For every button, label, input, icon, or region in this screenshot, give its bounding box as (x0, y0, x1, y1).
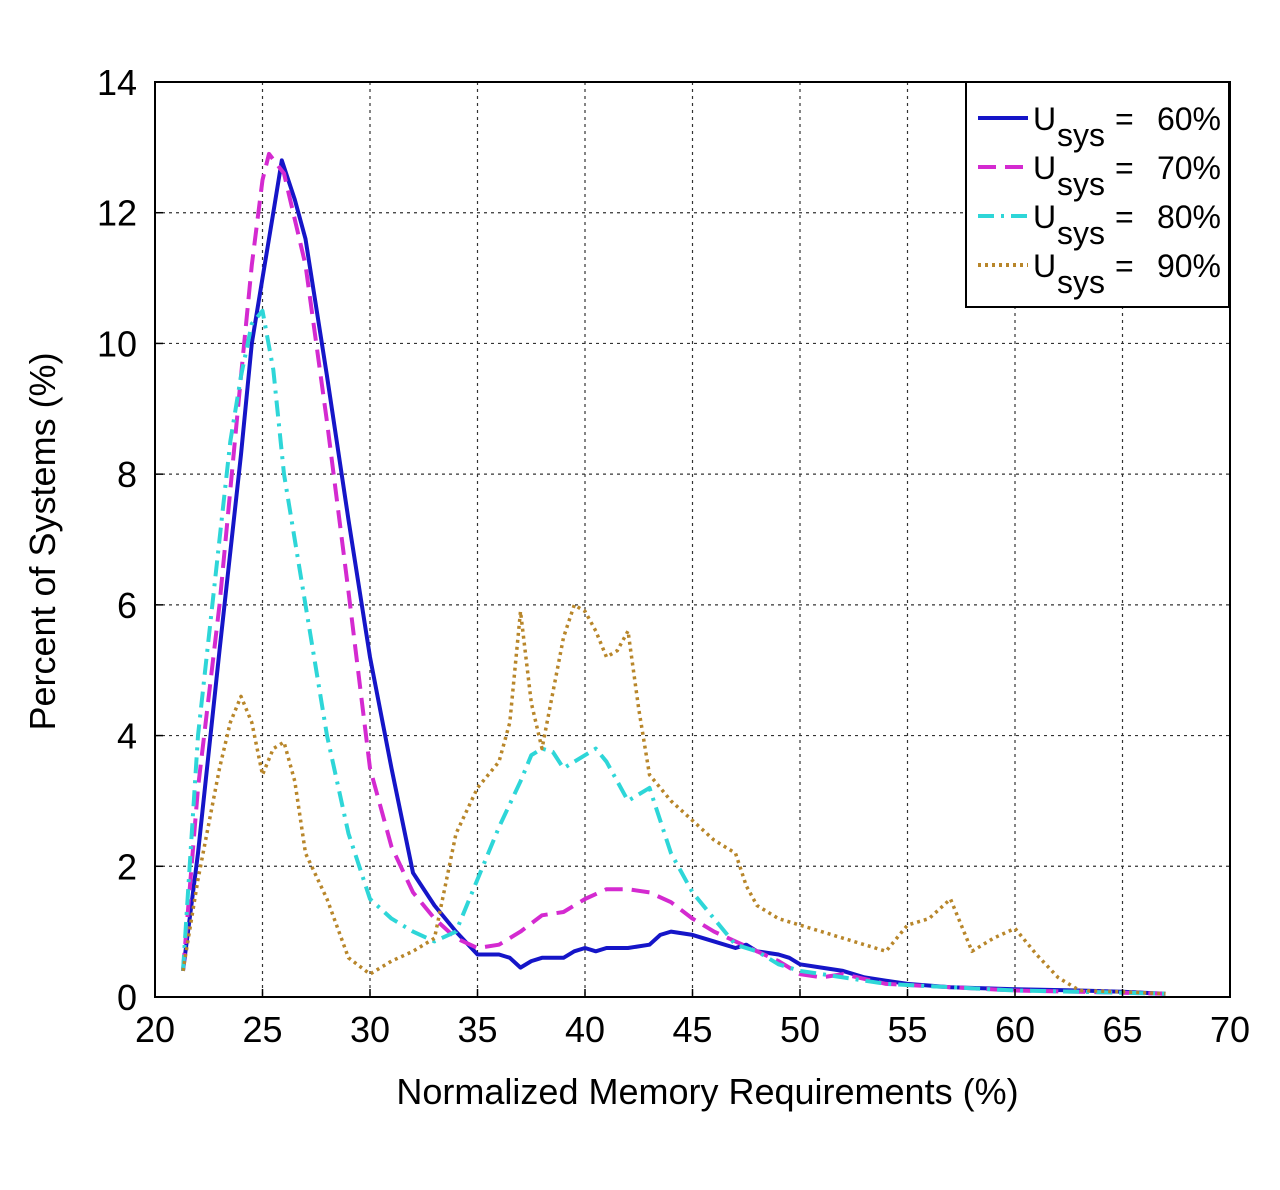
legend-series-name: 70% (1157, 150, 1221, 186)
series-line-3 (183, 605, 1166, 994)
y-tick-label: 4 (117, 716, 137, 757)
legend-subscript: sys (1057, 215, 1105, 251)
x-tick-label: 55 (887, 1009, 927, 1050)
x-axis-label: Normalized Memory Requirements (%) (396, 1071, 1018, 1112)
legend-series-name: 80% (1157, 199, 1221, 235)
series-line-2 (183, 311, 1166, 994)
x-tick-label: 45 (672, 1009, 712, 1050)
legend-equals: = (1115, 248, 1134, 284)
legend-equals: = (1115, 150, 1134, 186)
legend-series-name: 60% (1157, 101, 1221, 137)
x-tick-label: 25 (242, 1009, 282, 1050)
legend-equals: = (1115, 101, 1134, 137)
y-axis-label: Percent of Systems (%) (22, 352, 63, 730)
x-tick-label: 20 (135, 1009, 175, 1050)
x-tick-label: 60 (995, 1009, 1035, 1050)
y-tick-label: 8 (117, 454, 137, 495)
y-tick-label: 2 (117, 846, 137, 887)
x-tick-label: 70 (1210, 1009, 1250, 1050)
x-tick-label: 35 (457, 1009, 497, 1050)
y-tick-label: 10 (97, 323, 137, 364)
legend-symbol: U (1033, 248, 1056, 284)
legend-series-name: 90% (1157, 248, 1221, 284)
x-tick-label: 40 (565, 1009, 605, 1050)
legend-equals: = (1115, 199, 1134, 235)
y-tick-label: 0 (117, 977, 137, 1018)
legend-subscript: sys (1057, 117, 1105, 153)
legend-subscript: sys (1057, 264, 1105, 300)
legend-subscript: sys (1057, 166, 1105, 202)
x-tick-label: 50 (780, 1009, 820, 1050)
x-tick-label: 30 (350, 1009, 390, 1050)
x-tick-label: 65 (1102, 1009, 1142, 1050)
y-tick-label: 6 (117, 585, 137, 626)
legend-symbol: U (1033, 101, 1056, 137)
y-tick-label: 14 (97, 62, 137, 103)
legend-symbol: U (1033, 199, 1056, 235)
legend-symbol: U (1033, 150, 1056, 186)
y-tick-label: 12 (97, 193, 137, 234)
